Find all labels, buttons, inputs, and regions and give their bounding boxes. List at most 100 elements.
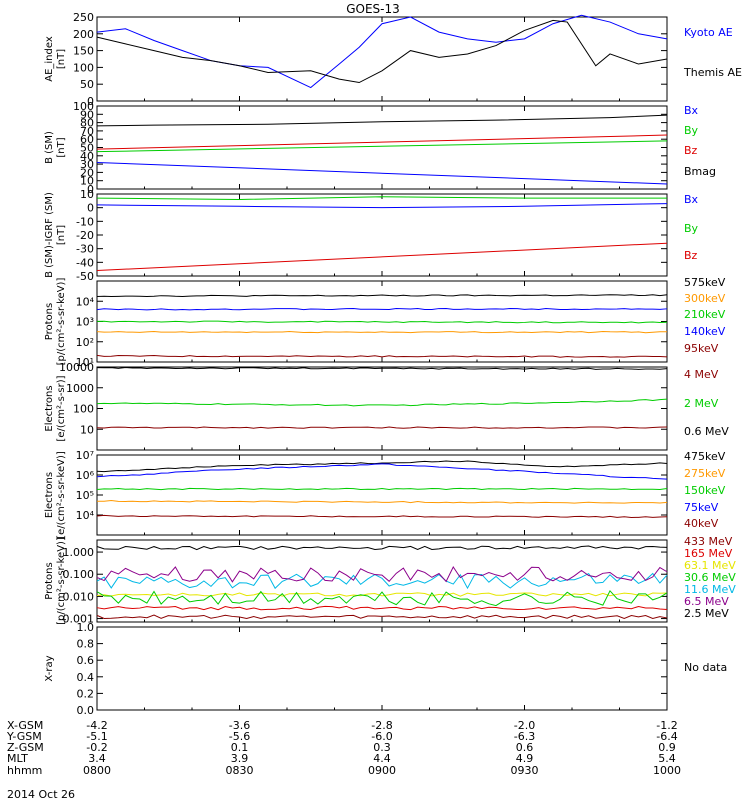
legend-label: Bmag xyxy=(684,165,716,178)
y-tick-label: 10⁴ xyxy=(76,295,95,308)
y-axis-label: Electrons xyxy=(44,472,55,518)
y-tick-label: 0.100 xyxy=(63,568,95,581)
legend-label: 11.6 MeV xyxy=(684,583,736,596)
y-tick-label: 100 xyxy=(73,61,94,74)
y-axis-label: AE_index xyxy=(44,36,55,82)
y-axis-label: X-ray xyxy=(44,655,55,681)
y-tick-label: 150 xyxy=(73,45,94,58)
panel-frame xyxy=(96,16,668,102)
series-line xyxy=(96,566,668,583)
ephem-value: 0.9 xyxy=(658,741,676,754)
y-axis-label: [e/(cm²-s-sr-keV)] xyxy=(56,451,67,539)
series-line xyxy=(96,366,668,370)
legend-label: 300keV xyxy=(684,292,726,305)
ephem-value: -3.6 xyxy=(229,719,250,732)
y-tick-label: -40 xyxy=(76,256,94,269)
ephem-value: 0930 xyxy=(511,764,539,777)
y-tick-label: 10⁷ xyxy=(76,449,94,462)
y-tick-label: 1.000 xyxy=(63,546,95,559)
ephem-value: 3.4 xyxy=(88,752,106,765)
ephem-value: -6.4 xyxy=(656,730,677,743)
legend-label: Bz xyxy=(684,249,698,262)
y-tick-label: 30 xyxy=(80,158,94,171)
ephem-value: -4.2 xyxy=(86,719,107,732)
ephemeris-table: 2014 Oct 26 X-GSMY-GSMZ-GSMMLThhmm-4.2-5… xyxy=(6,719,681,800)
legend-label: 63.1 MeV xyxy=(684,559,736,572)
ephem-value: -0.2 xyxy=(86,741,107,754)
y-tick-label: 1.0 xyxy=(77,621,95,634)
no-data-note: No data xyxy=(684,661,727,674)
series-line xyxy=(96,242,668,272)
ephem-value: 0.3 xyxy=(373,741,391,754)
y-tick-label: 10³ xyxy=(76,316,94,329)
series-line xyxy=(96,140,668,153)
series-line xyxy=(96,354,668,358)
series-line xyxy=(96,592,668,597)
legend-label: 30.6 MeV xyxy=(684,571,736,584)
legend-label: 275keV xyxy=(684,467,726,480)
y-axis-label: [nT] xyxy=(56,137,67,157)
ephem-value: 4.4 xyxy=(373,752,391,765)
y-tick-label: -30 xyxy=(76,243,94,256)
y-axis-label: Protons xyxy=(44,562,55,599)
y-tick-label: 10⁵ xyxy=(76,489,94,502)
legend-label: 210keV xyxy=(684,308,726,321)
legend-label: 475keV xyxy=(684,450,726,463)
series-line xyxy=(96,196,667,200)
ephem-value: 1000 xyxy=(653,764,681,777)
series-line xyxy=(96,545,668,551)
ephem-row-label: X-GSM xyxy=(7,719,43,732)
series-line xyxy=(96,114,668,127)
series-line xyxy=(96,605,668,611)
ephem-row-label: MLT xyxy=(7,752,28,765)
y-tick-label: 20 xyxy=(80,166,94,179)
y-tick-label: 10 xyxy=(80,175,94,188)
y-tick-label: 0.0 xyxy=(77,704,95,717)
y-tick-label: 250 xyxy=(73,11,94,24)
y-tick-label: 10000 xyxy=(59,361,94,374)
series-line xyxy=(96,426,668,429)
ephem-value: 0800 xyxy=(83,764,111,777)
legend-label: 165 MeV xyxy=(684,547,733,560)
y-tick-label: 100 xyxy=(73,403,94,416)
y-tick-label: 80 xyxy=(80,117,94,130)
legend-label: Bx xyxy=(684,104,699,117)
legend-label: 4 MeV xyxy=(684,368,719,381)
legend-label: By xyxy=(684,222,699,235)
series-line xyxy=(96,487,668,491)
y-tick-label: 0 xyxy=(87,95,94,108)
y-tick-label: 0.4 xyxy=(77,671,95,684)
y-tick-label: 50 xyxy=(80,142,94,155)
legend-label: 6.5 MeV xyxy=(684,595,729,608)
series-line xyxy=(96,398,668,407)
y-tick-label: 0 xyxy=(87,202,94,215)
y-tick-label: 10 xyxy=(80,423,94,436)
y-axis-label: [nT] xyxy=(56,49,67,69)
panel-5: 10 100 1000 10000 Electrons [e/(cm²-s-sr)] 4 M… xyxy=(44,361,729,451)
legend-label: 40keV xyxy=(684,517,719,530)
ephem-value: 0900 xyxy=(368,764,396,777)
y-axis-label: B (SM) xyxy=(44,131,55,164)
y-tick-label: 90 xyxy=(80,108,94,121)
y-tick-label: -20 xyxy=(76,229,94,242)
y-tick-label: 0.6 xyxy=(77,654,95,667)
ephem-value: -6.3 xyxy=(514,730,535,743)
legend-label: By xyxy=(684,124,699,137)
y-tick-label: -50 xyxy=(76,270,94,283)
series-line xyxy=(96,307,668,311)
y-tick-label: 0.2 xyxy=(77,687,95,700)
series-line xyxy=(96,460,668,473)
series-line xyxy=(96,14,668,89)
y-tick-label: 100 xyxy=(73,100,94,113)
legend-label: 0.6 MeV xyxy=(684,425,729,438)
panel-frame xyxy=(96,193,668,277)
series-line xyxy=(96,294,668,298)
panel-6: 10⁴ 10⁵ 10⁶ 10⁷ Electrons [e/(cm²-s-sr-keV)] 4… xyxy=(44,449,726,539)
panel-frame xyxy=(96,366,668,451)
ephem-value: 0830 xyxy=(226,764,254,777)
y-axis-label: [p/(cm²-s-sr-keV)] xyxy=(56,537,67,625)
series-line xyxy=(96,614,668,620)
y-tick-label: 10¹ xyxy=(76,356,94,369)
